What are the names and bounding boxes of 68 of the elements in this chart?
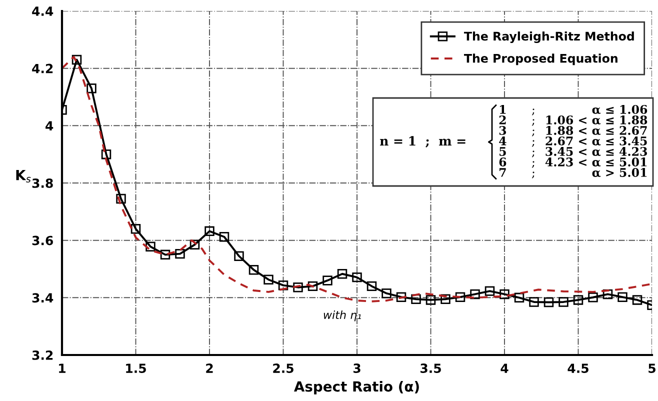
point [544, 297, 554, 308]
y-tick-label: 4.2 [32, 64, 53, 74]
x-tick-label: 1 [59, 364, 66, 373]
point [175, 248, 185, 259]
y-tick-label: 4.4 [32, 6, 54, 16]
point [146, 242, 156, 252]
point [204, 226, 214, 236]
point [352, 272, 362, 282]
point [484, 286, 495, 296]
point [618, 292, 628, 302]
y-tick-label: 3.8 [32, 178, 53, 188]
text: 7 ; α > 5.01 [500, 168, 647, 178]
point [248, 265, 259, 275]
y-tick-label: 3.4 [32, 293, 54, 303]
text: 4 ; 2.67 < α ≤ 3.45 [499, 136, 647, 147]
text: 1 ; α ≤ 1.06 [500, 104, 648, 116]
point [514, 292, 524, 303]
point [264, 274, 274, 284]
annotation: with η₁ [324, 310, 361, 322]
text: 2 ; 1.06 < α ≤ 1.88 [499, 115, 648, 126]
point [455, 292, 466, 302]
point [190, 240, 200, 250]
point [86, 84, 96, 94]
point [160, 250, 170, 260]
point [72, 54, 82, 65]
x-tick-label: 3 [353, 364, 360, 374]
x-tick-label: 4 [500, 364, 508, 373]
point [101, 149, 112, 160]
point [426, 295, 436, 305]
point [632, 295, 642, 305]
point [234, 251, 244, 261]
text: 6 ; 4.23 < α ≤ 5.01 [499, 158, 647, 168]
x-tick-label: 5 [648, 364, 656, 374]
x-tick-label: 1.5 [126, 364, 146, 374]
x-axis-title: Aspect Ratio (α) [294, 380, 419, 394]
point [337, 269, 348, 279]
y-tick-label: 4 [46, 121, 54, 130]
point [602, 289, 613, 300]
point [382, 288, 392, 298]
y-tick-label: 3.6 [32, 236, 53, 246]
point [470, 289, 480, 300]
point [440, 294, 450, 304]
point [278, 280, 288, 290]
point [500, 289, 510, 300]
x-tick-label: 4.5 [568, 364, 588, 374]
point [366, 281, 377, 292]
point [116, 194, 126, 204]
point [588, 292, 598, 302]
point [219, 232, 230, 242]
point [322, 276, 332, 286]
y-axis-title: K$_{s}$ [16, 170, 31, 183]
x-tick-label: 2.5 [273, 364, 294, 374]
point [308, 281, 318, 292]
x-tick-label: 2 [206, 364, 213, 373]
point [411, 294, 421, 304]
legend-label: The Rayleigh-Ritz Method [464, 32, 634, 44]
y-tick-label: 3.2 [32, 350, 53, 360]
point [396, 292, 406, 302]
point [293, 282, 303, 292]
point [573, 295, 584, 305]
text: 3 ; 1.88 < α ≤ 2.67 [499, 126, 647, 136]
legend-label: The Proposed Equation [464, 54, 618, 66]
point [558, 297, 568, 307]
text: 5 ; 3.45 < α ≤ 4.23 [500, 147, 647, 158]
point [130, 224, 141, 234]
x-tick-label: 3.5 [420, 364, 441, 374]
annotation: n = 1 ; m = [380, 136, 466, 148]
point [529, 297, 539, 307]
